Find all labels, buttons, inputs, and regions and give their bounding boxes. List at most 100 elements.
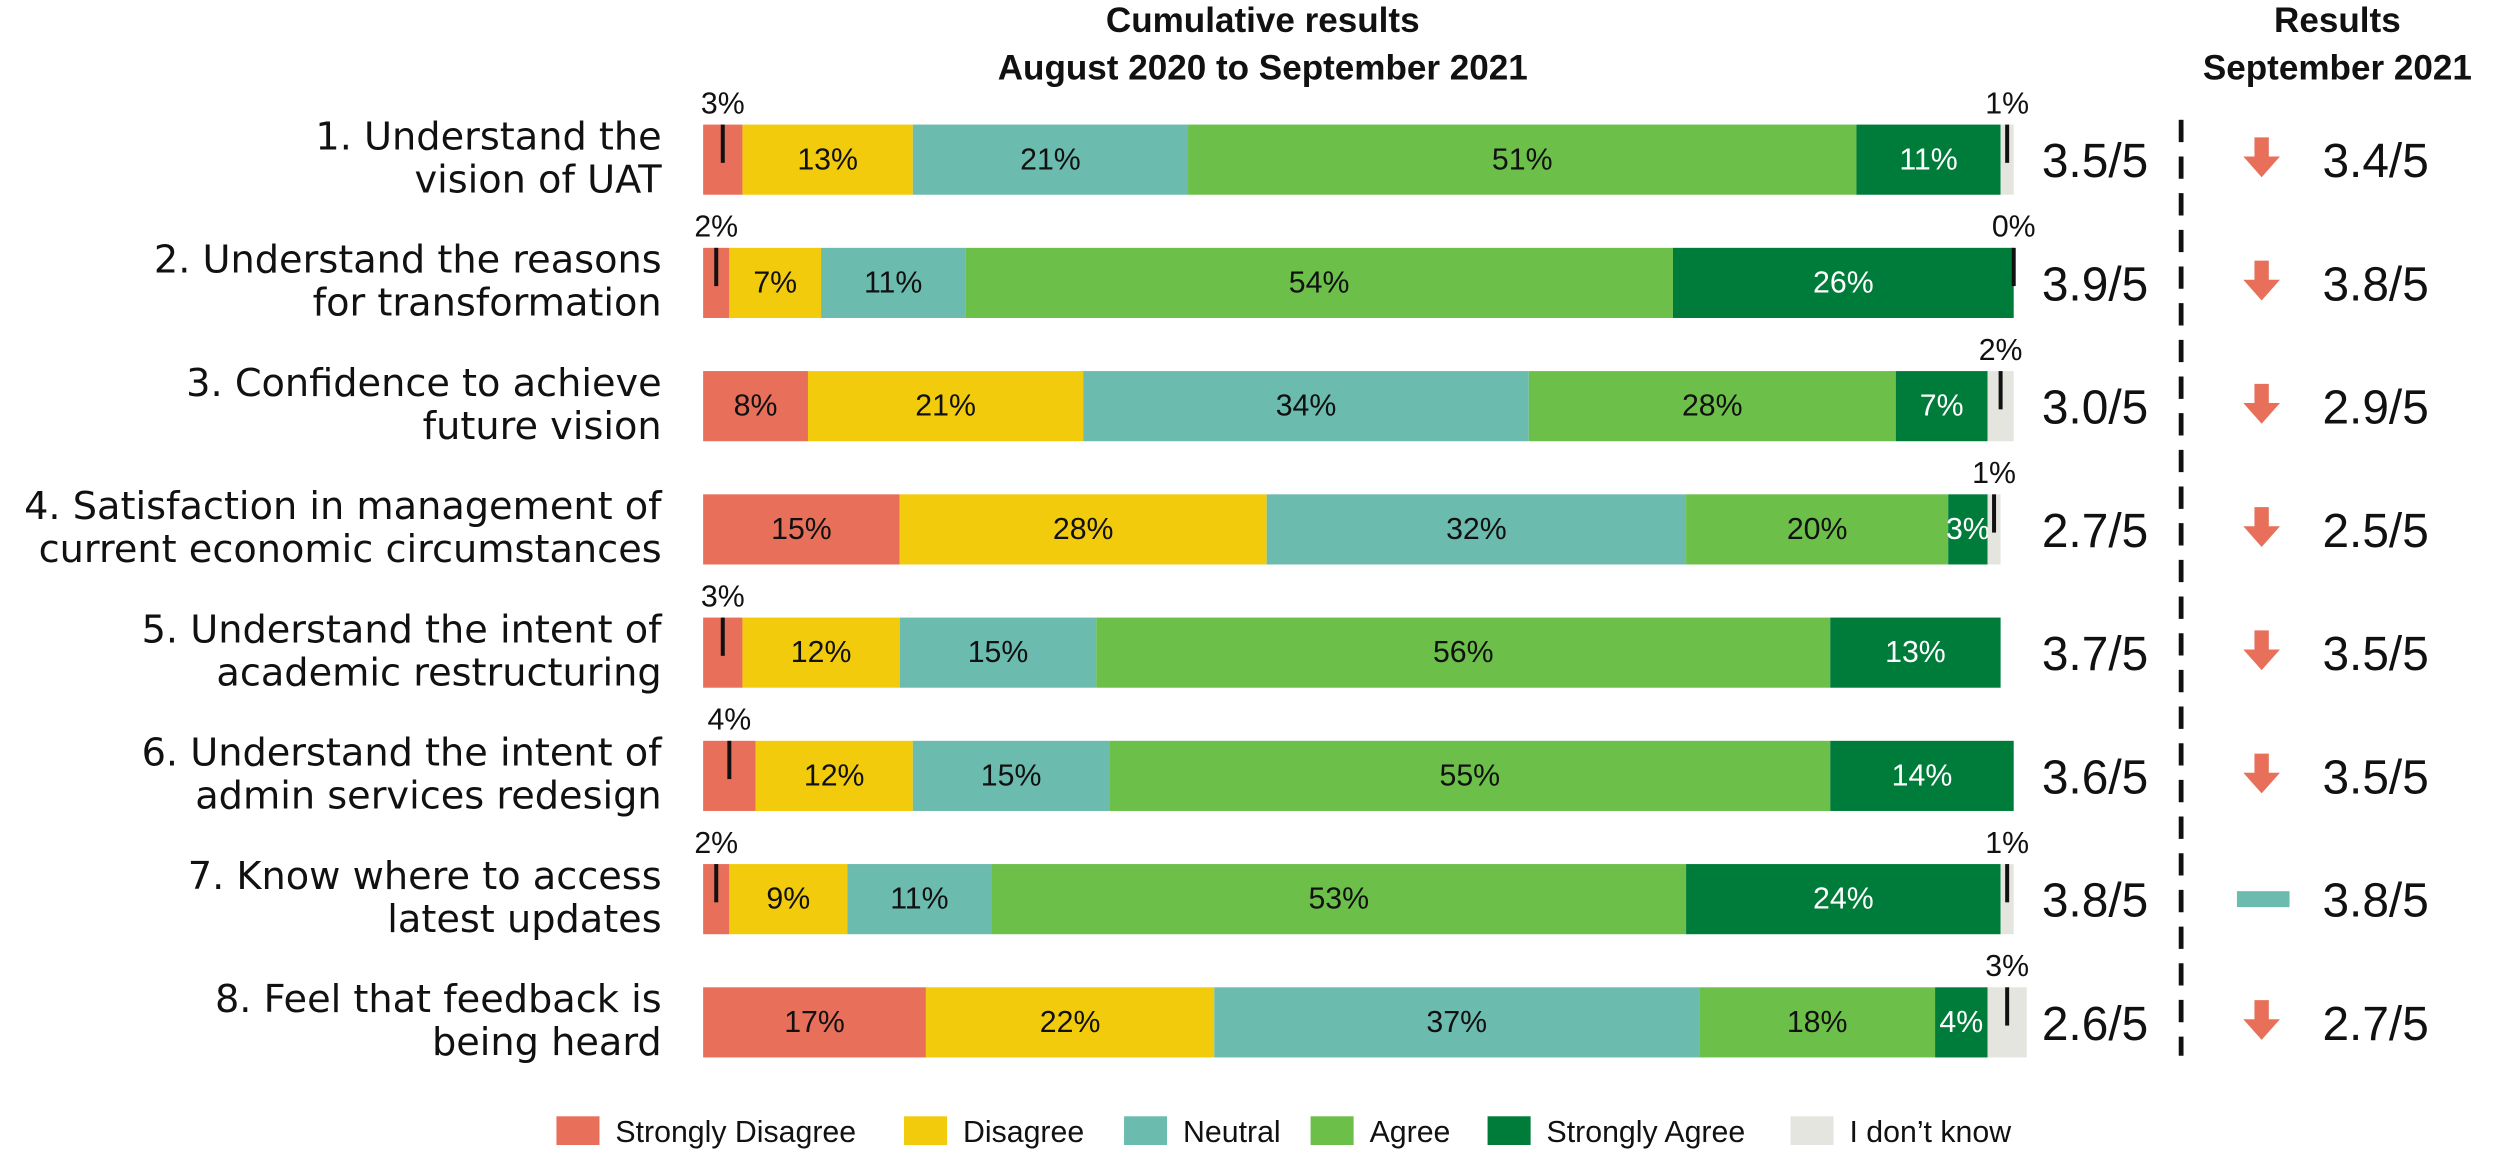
overall-score: 3.7/5 (2042, 628, 2148, 681)
value-label: 34% (1276, 390, 1337, 423)
bar-segment (807, 371, 1084, 442)
trend-down-arrow (2243, 630, 2280, 671)
value-label: 20% (1787, 513, 1848, 546)
category-label: 7. Know where to access (188, 854, 662, 899)
value-label: 28% (1053, 513, 1114, 546)
value-label: 26% (1813, 267, 1874, 300)
value-label: 7% (753, 267, 797, 300)
value-label: 11% (864, 267, 922, 300)
chart-title: Cumulative results (1106, 1, 1420, 40)
overall-score: 3.5/5 (2042, 135, 2148, 188)
trend-down-arrow (2243, 383, 2280, 424)
value-label: 24% (1813, 883, 1874, 916)
bar-segment (742, 124, 913, 195)
overall-score: 2.6/5 (2042, 998, 2148, 1051)
bar-segment (1686, 864, 2001, 935)
value-label: 11% (890, 883, 948, 916)
bar-segment (925, 987, 1215, 1058)
bar-segment (1895, 371, 1988, 442)
bar-segment (1699, 987, 1936, 1058)
bar-segment (1672, 247, 2014, 318)
chart-subtitle: August 2020 to September 2021 (998, 49, 1528, 88)
bar-segment (1083, 371, 1529, 442)
legend-label: Disagree (963, 1116, 1084, 1149)
bar-segment (899, 494, 1267, 565)
category-label: latest updates (387, 897, 661, 942)
latest-score: 2.7/5 (2322, 998, 2428, 1051)
bar-segment (1214, 987, 1700, 1058)
bar-segment (1686, 494, 1949, 565)
bar-segment (912, 740, 1110, 811)
latest-score: 3.8/5 (2322, 258, 2428, 311)
bar-segment (1109, 740, 1831, 811)
bar-segment (991, 864, 1687, 935)
trend-down-arrow (2243, 507, 2280, 547)
bar-segment (1856, 124, 2001, 195)
bar-segment (729, 247, 822, 318)
category-label: 4. Satisfaction in management of (24, 484, 663, 529)
legend-swatch (556, 1116, 600, 1145)
category-label: 1. Understand the (315, 114, 661, 159)
latest-score: 2.5/5 (2322, 505, 2428, 558)
value-label: 1% (1985, 827, 2029, 860)
bar-segment (1266, 494, 1687, 565)
bar-segment (703, 987, 926, 1058)
bar-segment (703, 371, 808, 442)
legend-label: Strongly Agree (1547, 1116, 1746, 1149)
category-label: admin services redesign (195, 774, 661, 819)
legend-swatch (1124, 1116, 1168, 1145)
category-label: 6. Understand the intent of (142, 731, 664, 776)
trend-flat-bar (2236, 891, 2290, 908)
bar-segment (1096, 617, 1831, 688)
latest-score: 3.5/5 (2322, 751, 2428, 804)
value-label: 15% (968, 636, 1029, 669)
bar-segment (729, 864, 848, 935)
category-label: 2. Understand the reasons (154, 238, 662, 283)
bar-segment (742, 617, 900, 688)
bar-segment (1830, 617, 2001, 688)
value-label: 4% (1939, 1006, 1983, 1039)
value-label: 15% (981, 759, 1042, 792)
bar-segment (899, 617, 1097, 688)
value-label: 17% (784, 1006, 845, 1039)
category-label: academic restructuring (216, 650, 661, 695)
value-label: 21% (915, 390, 976, 423)
value-label: 7% (1920, 390, 1964, 423)
value-label: 55% (1440, 759, 1501, 792)
value-label: 4% (707, 704, 751, 737)
value-label: 3% (701, 87, 745, 120)
value-label: 15% (771, 513, 832, 546)
value-label: 13% (797, 143, 858, 176)
trend-down-arrow (2243, 1000, 2280, 1040)
legend-swatch (1790, 1116, 1834, 1145)
legend-label: Strongly Disagree (615, 1116, 856, 1149)
value-label: 18% (1787, 1006, 1848, 1039)
legend-swatch (904, 1116, 948, 1145)
value-label: 51% (1492, 143, 1553, 176)
value-label: 3% (1985, 950, 2029, 983)
bar-segment (1830, 740, 2014, 811)
value-label: 9% (766, 883, 810, 916)
value-label: 12% (791, 636, 852, 669)
legend-swatch (1310, 1116, 1354, 1145)
overall-score: 3.8/5 (2042, 875, 2148, 928)
bar-segment (1188, 124, 1857, 195)
value-label: 28% (1682, 390, 1743, 423)
value-label: 1% (1985, 87, 2029, 120)
value-label: 0% (1992, 211, 2036, 244)
value-label: 54% (1289, 267, 1350, 300)
value-label: 32% (1446, 513, 1507, 546)
category-label: 8. Feel that feedback is (215, 977, 662, 1022)
bar-segment (821, 247, 966, 318)
overall-score: 3.9/5 (2042, 258, 2148, 311)
latest-score: 2.9/5 (2322, 382, 2428, 435)
value-label: 1% (1972, 457, 2016, 490)
category-label: for transformation (313, 281, 662, 326)
value-label: 2% (1979, 334, 2023, 367)
category-label: 5. Understand the intent of (142, 607, 664, 652)
value-label: 14% (1892, 759, 1953, 792)
category-label: current economic circumstances (39, 527, 662, 572)
bar-segment (1948, 494, 1988, 565)
overall-score: 3.0/5 (2042, 382, 2148, 435)
